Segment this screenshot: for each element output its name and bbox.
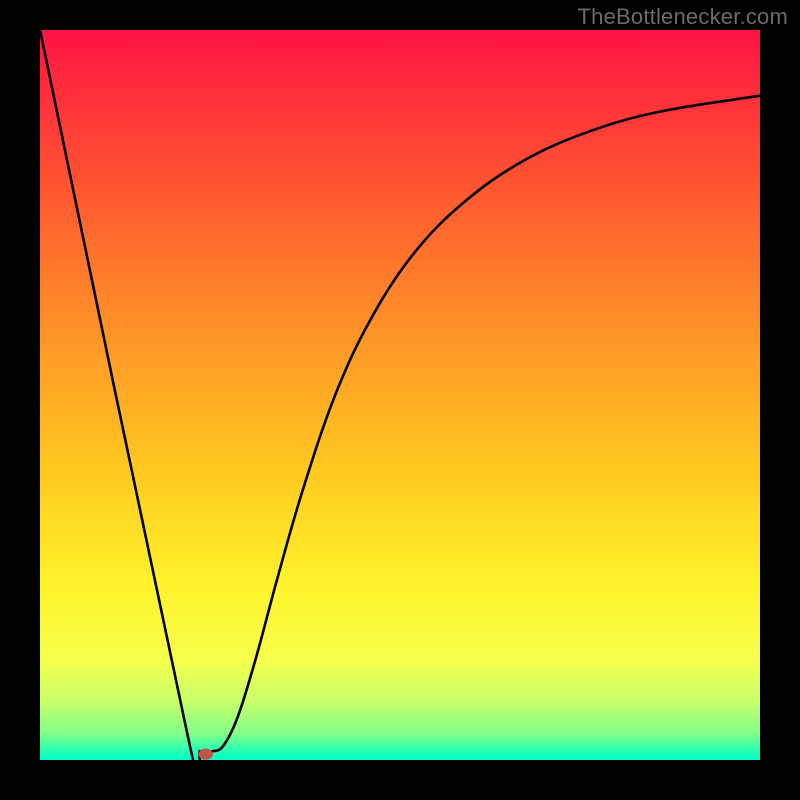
optimal-point-marker — [199, 749, 213, 759]
gradient-background — [40, 30, 760, 760]
bottleneck-chart — [0, 0, 800, 800]
chart-stage: TheBottlenecker.com — [0, 0, 800, 800]
